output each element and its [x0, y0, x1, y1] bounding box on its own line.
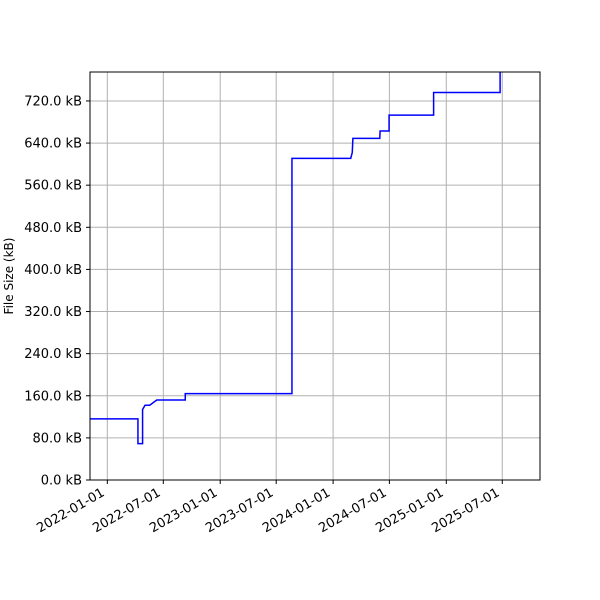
plot-frame — [89, 71, 541, 481]
y-tick-label: 80.0 kB — [32, 431, 82, 446]
y-tick-label: 400.0 kB — [24, 263, 82, 278]
y-axis-label: File Size (kB) — [2, 238, 16, 315]
file-size-series-line — [90, 72, 501, 445]
y-tick-label: 640.0 kB — [24, 137, 82, 152]
y-tick-label: 320.0 kB — [24, 305, 82, 320]
series-layer — [90, 72, 501, 445]
plot-background — [90, 72, 540, 480]
y-tick-label: 0.0 kB — [41, 474, 82, 489]
y-tick-label: 720.0 kB — [24, 94, 82, 109]
y-axis: 0.0 kB 80.0 kB 160.0 kB 240.0 kB 320.0 kB 400… — [24, 94, 90, 489]
y-tick-label: 560.0 kB — [24, 179, 82, 194]
y-tick-label: 480.0 kB — [24, 221, 82, 236]
y-tick-label: 240.0 kB — [24, 347, 82, 362]
grid-lines — [90, 72, 540, 481]
x-axis: 2022-01-012022-07-012023-01-012023-07-01… — [34, 480, 503, 536]
y-tick-label: 160.0 kB — [24, 389, 82, 404]
